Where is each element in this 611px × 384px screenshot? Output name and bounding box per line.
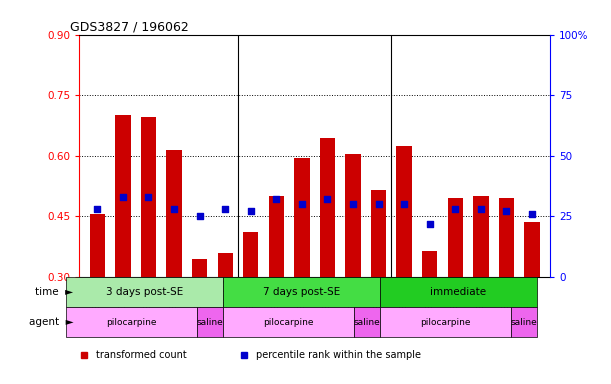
Bar [380, 277, 537, 307]
Bar [448, 198, 463, 277]
Text: transformed count: transformed count [96, 350, 186, 360]
Bar [397, 146, 412, 277]
Text: pilocarpine: pilocarpine [263, 318, 314, 327]
Bar [354, 307, 380, 338]
Bar [243, 232, 258, 277]
Text: immediate: immediate [430, 287, 486, 297]
Text: pilocarpine: pilocarpine [106, 318, 157, 327]
Bar [380, 307, 511, 338]
Bar [422, 251, 437, 277]
Point [502, 209, 511, 215]
Point [221, 206, 230, 212]
Text: agent  ►: agent ► [29, 317, 73, 327]
Text: pilocarpine: pilocarpine [420, 318, 470, 327]
Bar [197, 307, 223, 338]
Bar [218, 253, 233, 277]
Bar [90, 214, 105, 277]
Bar [141, 118, 156, 277]
Bar [511, 307, 537, 338]
Point [348, 201, 358, 207]
Point [195, 213, 205, 219]
Point [374, 201, 384, 207]
Bar [166, 150, 181, 277]
Text: 7 days post-SE: 7 days post-SE [263, 287, 340, 297]
Point [297, 201, 307, 207]
Point [271, 196, 281, 202]
Bar [223, 307, 354, 338]
Point [399, 201, 409, 207]
Bar [67, 277, 223, 307]
Text: saline: saline [197, 318, 224, 327]
Bar [345, 154, 360, 277]
Text: GDS3827 / 196062: GDS3827 / 196062 [70, 20, 189, 33]
Bar [67, 307, 197, 338]
Point [527, 211, 537, 217]
Point [246, 209, 255, 215]
Point [92, 206, 102, 212]
Bar [473, 196, 489, 277]
Text: saline: saline [354, 318, 380, 327]
Bar [371, 190, 386, 277]
Point [450, 206, 460, 212]
Bar [223, 277, 380, 307]
Bar [524, 222, 540, 277]
Bar [320, 137, 335, 277]
Point [323, 196, 332, 202]
Bar [499, 198, 514, 277]
Bar [295, 158, 310, 277]
Bar [115, 115, 131, 277]
Text: time  ►: time ► [35, 287, 73, 297]
Bar [269, 196, 284, 277]
Bar [192, 259, 207, 277]
Point [118, 194, 128, 200]
Text: percentile rank within the sample: percentile rank within the sample [256, 350, 421, 360]
Point [476, 206, 486, 212]
Text: 3 days post-SE: 3 days post-SE [106, 287, 183, 297]
Point [144, 194, 153, 200]
Point [169, 206, 179, 212]
Text: saline: saline [510, 318, 537, 327]
Point [425, 220, 434, 227]
